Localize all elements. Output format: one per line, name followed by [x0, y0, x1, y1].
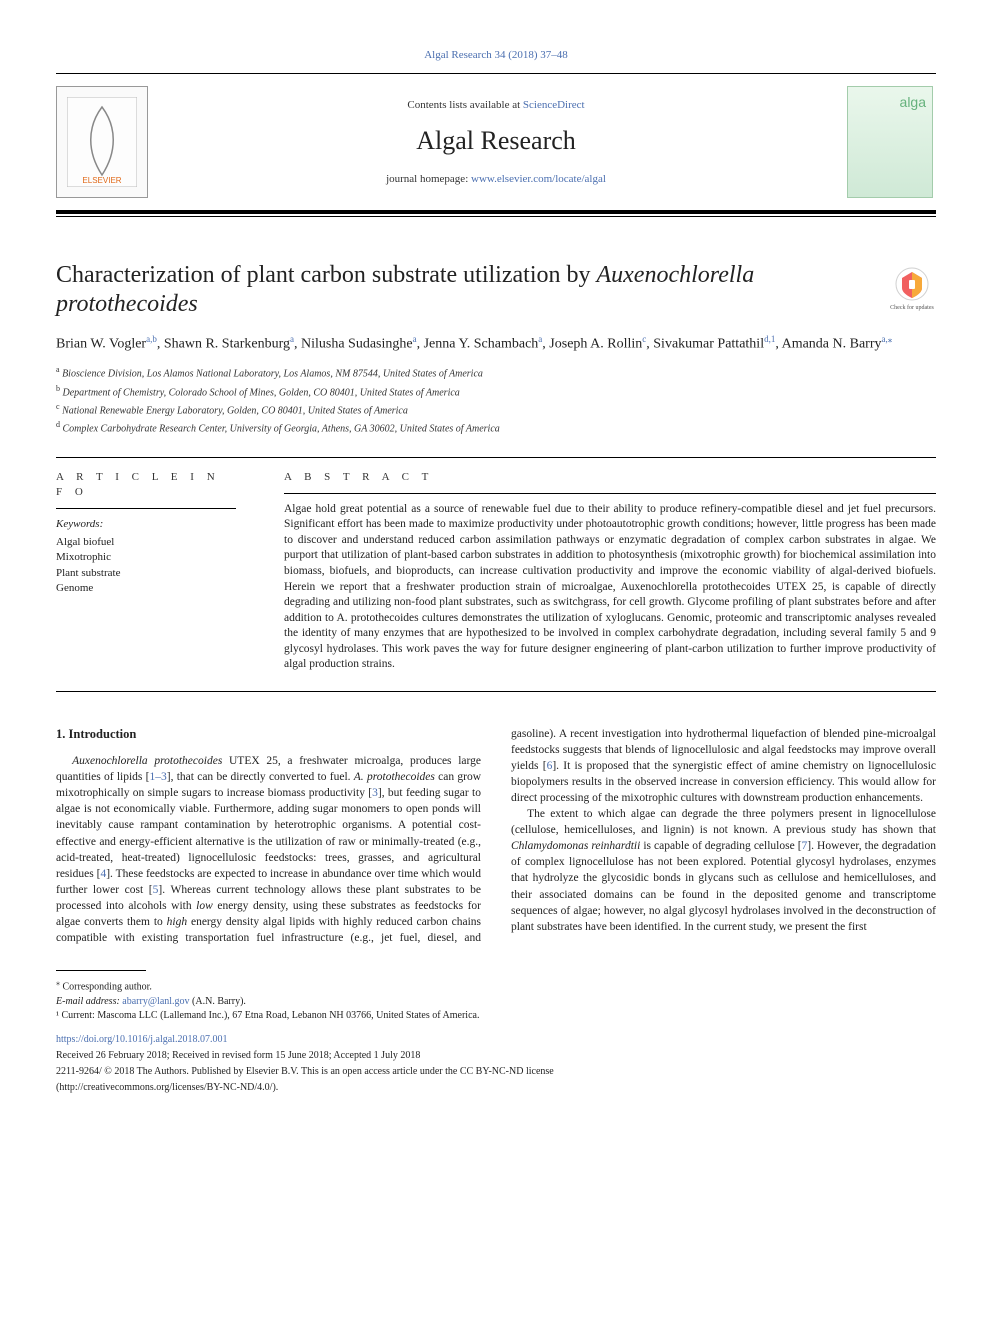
- publisher-logo: ELSEVIER: [56, 86, 148, 198]
- abstract-label: A B S T R A C T: [284, 470, 936, 485]
- journal-cover-thumb: [844, 86, 936, 198]
- contents-prefix: Contents lists available at: [407, 99, 522, 111]
- svg-text:ELSEVIER: ELSEVIER: [82, 176, 121, 185]
- aff-d: Complex Carbohydrate Research Center, Un…: [63, 424, 500, 435]
- aff-c: National Renewable Energy Laboratory, Go…: [62, 405, 408, 416]
- title-text: Characterization of plant carbon substra…: [56, 262, 596, 288]
- journal-name: Algal Research: [164, 123, 828, 159]
- intro-para-2: The extent to which algae can degrade th…: [511, 806, 936, 935]
- article-info-label: A R T I C L E I N F O: [56, 470, 236, 501]
- author-7: Amanda N. Barry: [782, 337, 882, 352]
- keyword-4: Genome: [56, 581, 236, 596]
- author-2: Shawn R. Starkenburg: [164, 337, 290, 352]
- homepage-prefix: journal homepage:: [386, 173, 471, 185]
- keywords-list: Algal biofuel Mixotrophic Plant substrat…: [56, 535, 236, 597]
- homepage-link[interactable]: www.elsevier.com/locate/algal: [471, 173, 606, 185]
- sciencedirect-link[interactable]: ScienceDirect: [523, 99, 585, 111]
- masthead-underline: [56, 216, 936, 217]
- doi-block: https://doi.org/10.1016/j.algal.2018.07.…: [56, 1033, 936, 1047]
- contents-available-line: Contents lists available at ScienceDirec…: [164, 98, 828, 113]
- top-citation: Algal Research 34 (2018) 37–48: [56, 48, 936, 63]
- corresponding-email[interactable]: abarry@lanl.gov: [122, 996, 189, 1007]
- footnote-rule: [56, 970, 146, 971]
- doi-link[interactable]: https://doi.org/10.1016/j.algal.2018.07.…: [56, 1034, 227, 1045]
- author-4: Jenna Y. Schambach: [424, 337, 539, 352]
- keyword-3: Plant substrate: [56, 566, 236, 581]
- journal-masthead: ELSEVIER Contents lists available at Sci…: [56, 73, 936, 214]
- aff-a: Bioscience Division, Los Alamos National…: [62, 369, 483, 380]
- corresponding-email-line: E-mail address: abarry@lanl.gov (A.N. Ba…: [56, 995, 936, 1009]
- affiliations: a Bioscience Division, Los Alamos Nation…: [56, 364, 936, 436]
- species-1: Auxenochlorella protothecoides: [72, 755, 222, 767]
- species-2: A. protothecoides: [354, 771, 435, 783]
- section-intro-heading: 1. Introduction: [56, 726, 481, 744]
- author-list: Brian W. Voglera,b, Shawn R. Starkenburg…: [56, 333, 936, 354]
- current-address-note: ¹ Current: Mascoma LLC (Lallemand Inc.),…: [56, 1009, 936, 1023]
- email-paren: (A.N. Barry).: [190, 996, 246, 1007]
- aff-b: Department of Chemistry, Colorado School…: [63, 387, 460, 398]
- article-title: Characterization of plant carbon substra…: [56, 261, 872, 319]
- abstract-text: Algae hold great potential as a source o…: [284, 502, 936, 673]
- footnotes: ⁎ ⁎ Corresponding author.Corresponding a…: [56, 977, 936, 1022]
- author-1: Brian W. Vogler: [56, 337, 146, 352]
- author-2-aff[interactable]: a: [290, 334, 294, 344]
- author-4-aff[interactable]: a: [538, 334, 542, 344]
- received-dates: Received 26 February 2018; Received in r…: [56, 1049, 936, 1063]
- author-5: Joseph A. Rollin: [549, 337, 642, 352]
- article-body: 1. Introduction Auxenochlorella protothe…: [56, 726, 936, 947]
- keyword-2: Mixotrophic: [56, 550, 236, 565]
- masthead-center: Contents lists available at ScienceDirec…: [164, 98, 828, 187]
- article-info-rule: [56, 508, 236, 509]
- abstract-rule: [284, 493, 936, 494]
- journal-homepage-line: journal homepage: www.elsevier.com/locat…: [164, 172, 828, 187]
- divider-bottom: [56, 691, 936, 692]
- author-7-corr[interactable]: ⁎: [888, 334, 893, 344]
- species-3: Chlamydomonas reinhardtii: [511, 840, 640, 852]
- divider-top: [56, 457, 936, 458]
- author-3: Nilusha Sudasinghe: [301, 337, 413, 352]
- corresponding-author-note: ⁎ ⁎ Corresponding author.Corresponding a…: [56, 977, 936, 994]
- check-updates-badge[interactable]: Check for updates: [888, 265, 936, 313]
- keywords-label: Keywords:: [56, 517, 236, 532]
- copyright-line-2: (http://creativecommons.org/licenses/BY-…: [56, 1081, 936, 1095]
- top-citation-link[interactable]: Algal Research 34 (2018) 37–48: [424, 49, 568, 61]
- author-5-aff[interactable]: c: [642, 334, 646, 344]
- keyword-1: Algal biofuel: [56, 535, 236, 550]
- ref-1-3[interactable]: 1–3: [149, 771, 166, 783]
- copyright-line-1: 2211-9264/ © 2018 The Authors. Published…: [56, 1065, 936, 1079]
- author-3-aff[interactable]: a: [413, 334, 417, 344]
- author-1-aff[interactable]: a,b: [146, 334, 157, 344]
- author-6: Sivakumar Pattathil: [653, 337, 764, 352]
- check-updates-label: Check for updates: [890, 304, 934, 312]
- author-6-aff[interactable]: d,1: [764, 334, 775, 344]
- email-label: E-mail address:: [56, 996, 122, 1007]
